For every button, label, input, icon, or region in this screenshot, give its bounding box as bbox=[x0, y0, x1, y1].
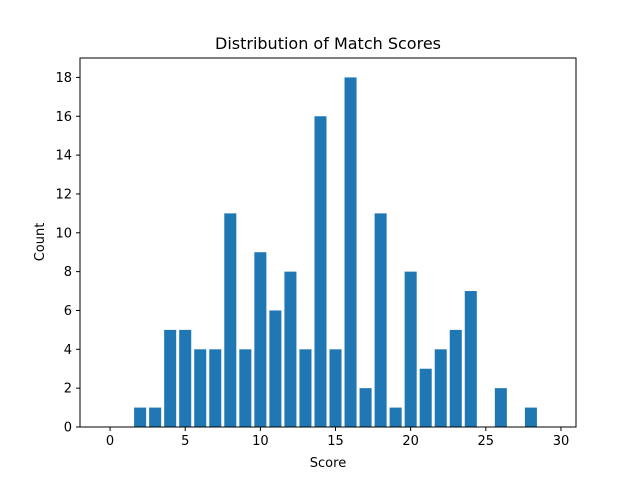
bar-score-6 bbox=[194, 349, 207, 427]
bar-score-18 bbox=[374, 213, 387, 427]
bar-score-3 bbox=[149, 407, 162, 427]
bar-score-4 bbox=[164, 329, 177, 427]
bar-score-19 bbox=[389, 407, 402, 427]
bar-score-17 bbox=[359, 388, 372, 427]
bar-score-5 bbox=[179, 329, 192, 427]
chart-title: Distribution of Match Scores bbox=[215, 34, 441, 53]
y-tick-label: 0 bbox=[64, 421, 72, 436]
y-tick-label: 16 bbox=[55, 110, 72, 125]
bar-score-9 bbox=[239, 349, 252, 427]
y-tick-label: 10 bbox=[55, 226, 72, 241]
bar-score-21 bbox=[419, 368, 432, 427]
bar-score-7 bbox=[209, 349, 222, 427]
bar-score-10 bbox=[254, 252, 267, 427]
bar-score-26 bbox=[494, 388, 507, 427]
x-tick-label: 25 bbox=[478, 434, 495, 449]
x-axis-ticks: 0 5 10 15 20 25 30 bbox=[106, 427, 569, 449]
bar-score-16 bbox=[344, 77, 357, 427]
x-tick-label: 10 bbox=[252, 434, 269, 449]
x-tick-label: 5 bbox=[181, 434, 189, 449]
x-axis-label: Score bbox=[310, 456, 346, 471]
y-axis-ticks: 0 2 4 6 8 10 12 14 16 18 bbox=[55, 71, 80, 436]
y-axis-label: Count bbox=[33, 223, 48, 262]
y-tick-label: 14 bbox=[55, 149, 72, 164]
x-tick-label: 30 bbox=[553, 434, 570, 449]
y-tick-label: 8 bbox=[64, 265, 72, 280]
y-tick-label: 2 bbox=[64, 382, 72, 397]
bar-score-22 bbox=[434, 349, 447, 427]
bar-score-11 bbox=[269, 310, 282, 427]
bar-score-12 bbox=[284, 271, 297, 427]
y-tick-label: 12 bbox=[55, 187, 72, 202]
bar-score-15 bbox=[329, 349, 342, 427]
bar-score-13 bbox=[299, 349, 312, 427]
plot-frame bbox=[79, 57, 577, 428]
bars-group bbox=[134, 77, 537, 428]
bar-score-23 bbox=[449, 329, 462, 427]
bar-score-20 bbox=[404, 271, 417, 427]
x-tick-label: 15 bbox=[327, 434, 344, 449]
y-tick-label: 4 bbox=[64, 343, 72, 358]
bar-score-24 bbox=[464, 291, 477, 427]
bar-score-8 bbox=[224, 213, 237, 427]
bar-score-2 bbox=[134, 407, 147, 427]
y-tick-label: 18 bbox=[55, 71, 72, 86]
bar-score-14 bbox=[314, 116, 327, 428]
x-tick-label: 20 bbox=[402, 434, 419, 449]
y-tick-label: 6 bbox=[64, 304, 72, 319]
bar-score-28 bbox=[524, 407, 537, 427]
x-tick-label: 0 bbox=[106, 434, 114, 449]
